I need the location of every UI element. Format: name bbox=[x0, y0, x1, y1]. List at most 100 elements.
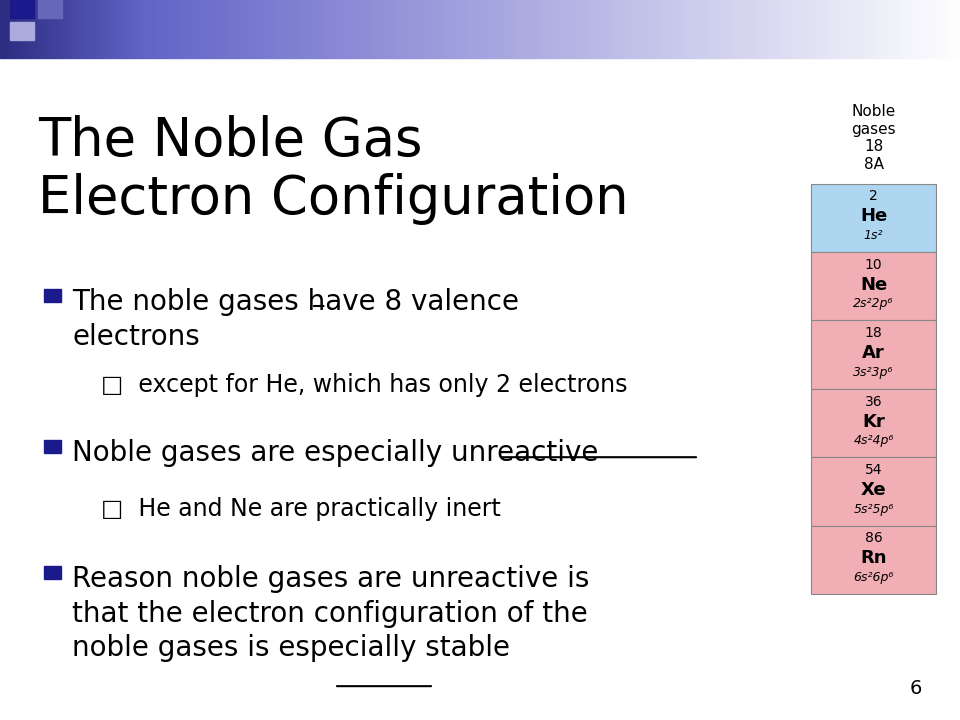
Bar bbox=[763, 0, 768, 58]
Bar bbox=[336, 0, 341, 58]
Text: 3s²3p⁶: 3s²3p⁶ bbox=[853, 366, 894, 379]
Bar bbox=[350, 0, 355, 58]
Bar bbox=[955, 0, 960, 58]
Bar bbox=[758, 0, 763, 58]
Text: Ne: Ne bbox=[860, 276, 887, 294]
Bar bbox=[44, 289, 61, 302]
Bar bbox=[163, 0, 168, 58]
Bar bbox=[120, 0, 125, 58]
FancyBboxPatch shape bbox=[811, 184, 936, 252]
Bar bbox=[44, 566, 61, 579]
Text: The noble gases have 8 valence
electrons: The noble gases have 8 valence electrons bbox=[72, 288, 519, 351]
Bar bbox=[341, 0, 346, 58]
Bar bbox=[634, 0, 638, 58]
Bar bbox=[67, 0, 72, 58]
Bar bbox=[250, 0, 254, 58]
Bar bbox=[125, 0, 130, 58]
Bar bbox=[523, 0, 528, 58]
Bar bbox=[298, 0, 302, 58]
Bar bbox=[667, 0, 672, 58]
Bar bbox=[34, 0, 38, 58]
Bar bbox=[10, 0, 14, 58]
Bar bbox=[557, 0, 562, 58]
Bar bbox=[197, 0, 202, 58]
Bar bbox=[101, 0, 106, 58]
Bar bbox=[331, 0, 336, 58]
Bar bbox=[562, 0, 566, 58]
Bar bbox=[10, 22, 34, 40]
Bar bbox=[816, 0, 821, 58]
Bar bbox=[826, 0, 830, 58]
Bar bbox=[605, 0, 610, 58]
Bar bbox=[600, 0, 605, 58]
Bar bbox=[840, 0, 845, 58]
Bar bbox=[835, 0, 840, 58]
Bar bbox=[322, 0, 326, 58]
FancyBboxPatch shape bbox=[811, 457, 936, 526]
Bar bbox=[917, 0, 922, 58]
Bar bbox=[542, 0, 547, 58]
Bar bbox=[466, 0, 470, 58]
Bar bbox=[110, 0, 115, 58]
Bar bbox=[43, 0, 48, 58]
Bar bbox=[115, 0, 120, 58]
Bar bbox=[778, 0, 782, 58]
Bar bbox=[437, 0, 442, 58]
Bar bbox=[461, 0, 466, 58]
Bar bbox=[859, 0, 864, 58]
FancyBboxPatch shape bbox=[811, 389, 936, 457]
Bar bbox=[158, 0, 163, 58]
Text: Ar: Ar bbox=[862, 344, 885, 362]
Bar bbox=[307, 0, 312, 58]
Bar bbox=[235, 0, 240, 58]
Bar bbox=[288, 0, 293, 58]
Bar bbox=[470, 0, 475, 58]
Bar bbox=[394, 0, 398, 58]
Bar bbox=[710, 0, 715, 58]
Bar bbox=[926, 0, 931, 58]
FancyBboxPatch shape bbox=[811, 252, 936, 320]
Bar bbox=[821, 0, 826, 58]
Bar bbox=[878, 0, 883, 58]
Bar bbox=[408, 0, 413, 58]
Bar bbox=[590, 0, 595, 58]
Text: 36: 36 bbox=[865, 395, 882, 408]
Text: 4s²4p⁶: 4s²4p⁶ bbox=[853, 434, 894, 447]
Bar bbox=[302, 0, 307, 58]
Bar bbox=[850, 0, 854, 58]
Bar bbox=[0, 0, 5, 58]
Bar bbox=[566, 0, 571, 58]
Bar bbox=[730, 0, 734, 58]
Bar bbox=[312, 0, 317, 58]
Bar bbox=[346, 0, 350, 58]
Bar bbox=[442, 0, 446, 58]
Bar bbox=[475, 0, 480, 58]
Bar bbox=[941, 0, 946, 58]
Bar bbox=[739, 0, 744, 58]
Bar bbox=[504, 0, 509, 58]
Bar bbox=[422, 0, 427, 58]
Bar bbox=[91, 0, 96, 58]
Bar bbox=[365, 0, 370, 58]
FancyBboxPatch shape bbox=[811, 526, 936, 594]
Bar bbox=[418, 0, 422, 58]
Bar bbox=[485, 0, 490, 58]
Bar bbox=[581, 0, 586, 58]
Bar bbox=[490, 0, 494, 58]
Bar bbox=[902, 0, 907, 58]
Bar bbox=[398, 0, 403, 58]
Text: Reason noble gases are unreactive is
that the electron configuration of the
nobl: Reason noble gases are unreactive is tha… bbox=[72, 565, 589, 662]
Bar bbox=[274, 0, 278, 58]
Bar bbox=[706, 0, 710, 58]
Bar bbox=[72, 0, 77, 58]
Bar bbox=[874, 0, 878, 58]
Bar bbox=[614, 0, 619, 58]
Bar bbox=[571, 0, 576, 58]
Bar bbox=[96, 0, 101, 58]
Bar bbox=[773, 0, 778, 58]
Bar bbox=[586, 0, 590, 58]
Bar bbox=[922, 0, 926, 58]
Bar bbox=[182, 0, 187, 58]
Bar bbox=[326, 0, 331, 58]
Bar bbox=[480, 0, 485, 58]
